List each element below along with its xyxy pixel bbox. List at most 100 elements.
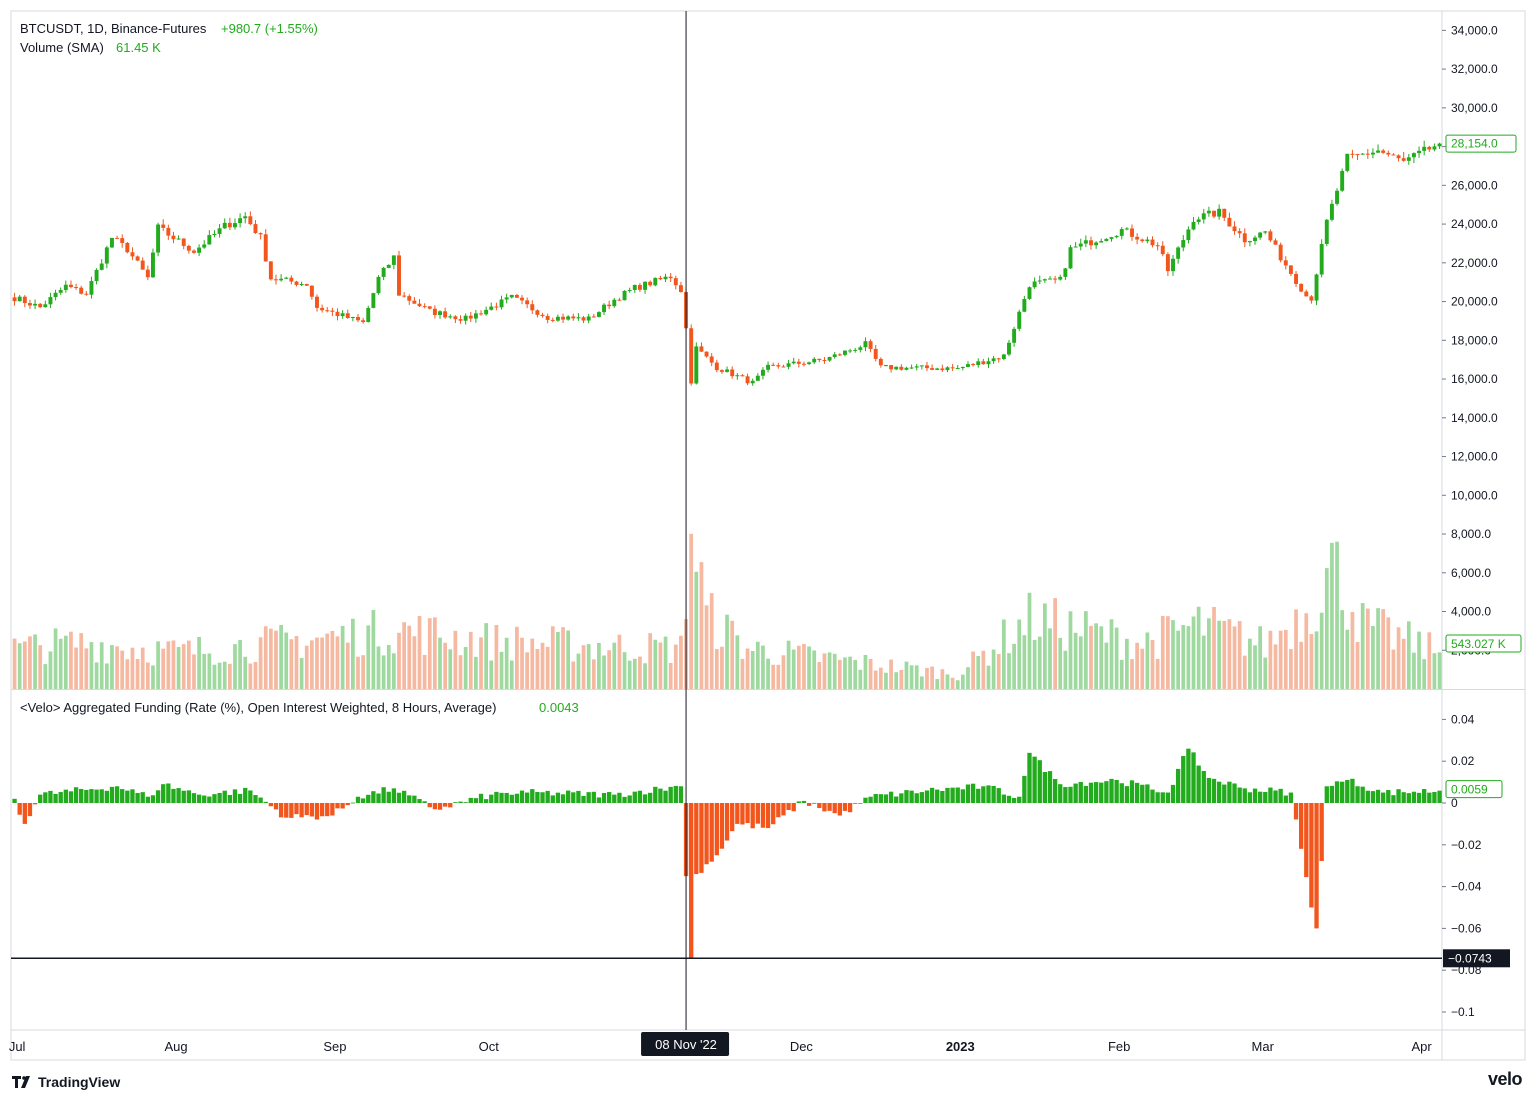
volume-bar [166,641,171,689]
volume-bar [843,657,847,689]
volume-bar [1248,638,1252,689]
candle-body [796,361,801,364]
candle-body [115,237,120,239]
funding-bar [1001,794,1007,803]
volume-bar [755,641,760,689]
funding-bar [1037,760,1042,803]
candle-body [1017,311,1022,329]
candle-body [1171,258,1175,272]
velo-logo[interactable]: velo [1488,1069,1523,1090]
volume-bar [1386,617,1391,689]
candle-body [361,320,366,322]
funding-bar [1145,784,1150,803]
price-tick-label: 12,000.0 [1451,450,1498,464]
candle-body [1201,213,1206,220]
volume-bar [248,663,253,689]
candle-body [525,300,530,305]
price-legend[interactable]: BTCUSDT, 1D, Binance-Futures +980.7 (+1.… [20,21,318,55]
volume-bar [186,640,191,689]
funding-bar [1329,785,1335,803]
candle-body [217,228,222,234]
funding-bar [586,792,591,803]
funding-bar [38,794,43,803]
candle-body [1165,254,1170,272]
funding-bar [155,790,161,803]
volume-bar [1355,642,1360,689]
volume-bar [479,637,483,689]
volume-bar [315,637,319,689]
time-axis-label: Sep [323,1039,346,1054]
candle-body [725,369,730,372]
funding-bar [940,790,945,803]
time-axis-label: Feb [1108,1039,1130,1054]
funding-bar [125,790,130,803]
funding-legend[interactable]: <Velo> Aggregated Funding (Rate (%), Ope… [20,700,579,715]
candle-body [109,237,114,248]
funding-bar [273,803,279,810]
volume-bar [243,656,248,689]
volume-bar [976,656,981,689]
volume-bar [1191,616,1196,689]
time-axis[interactable]: JulAugSepOctDec2023FebMarAprN [9,1039,1433,1054]
volume-bar [371,610,376,689]
candle-body [1155,245,1160,247]
funding-bar [673,785,678,803]
volume-bar [417,615,422,689]
funding-bar [1165,792,1171,803]
volume-bar [586,644,591,689]
candle-body [832,354,837,358]
last-funding-value: 0.0059 [1451,783,1488,797]
funding-bars [12,748,1442,959]
candle-body [637,284,642,290]
candle-body [632,284,637,290]
candle-body [535,310,540,315]
funding-bar [955,787,960,803]
volume-bar [566,630,571,689]
candle-body [17,296,22,302]
funding-bar [888,791,894,803]
volume-bar [1232,626,1237,689]
candle-body [878,358,883,366]
candle-body [473,313,478,319]
candle-body [238,218,243,224]
volume-bar [1068,611,1073,689]
volume-bar [622,652,627,689]
funding-bar [565,790,571,803]
candle-body [904,367,909,370]
candle-body [120,238,125,243]
volume-bar [699,562,704,689]
funding-bar [268,803,274,807]
funding-bar [473,798,479,803]
candle-body [1258,232,1263,238]
volume-bar [827,652,832,689]
volume-bar [494,624,499,689]
volume-bar [402,622,406,689]
funding-bar [745,803,750,823]
funding-bar [1129,780,1135,803]
tradingview-logo[interactable]: TradingView [12,1074,120,1090]
candle-body [889,365,894,370]
volume-bar [335,636,340,689]
candle-body [981,361,986,365]
candle-body [1396,155,1401,159]
funding-bar [248,790,253,803]
candle-body [555,316,560,321]
funding-bar [791,803,796,812]
funding-bar [130,789,135,803]
volume-bar [745,648,750,689]
last-volume-value: 543.027 K [1451,637,1506,651]
volume-bar [1171,620,1175,689]
candle-body [771,364,776,366]
funding-bar [1052,778,1058,803]
price-tick-label: 20,000.0 [1451,295,1498,309]
candle-body [786,363,791,367]
funding-bar [1022,775,1027,803]
funding-bar [458,801,463,803]
funding-bar [832,803,837,814]
price-tick-label: 16,000.0 [1451,372,1498,386]
candle-body [489,306,494,310]
funding-bar [704,803,709,865]
funding-bar [340,803,345,809]
candle-body [258,233,263,235]
